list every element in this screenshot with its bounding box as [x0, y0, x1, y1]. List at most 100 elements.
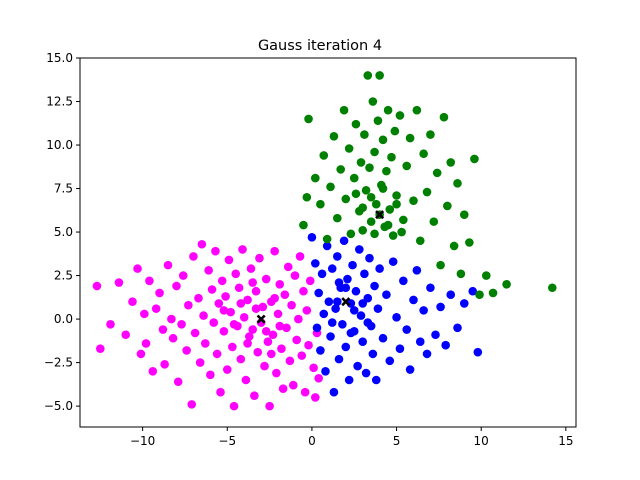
data-point: [388, 231, 398, 240]
data-point: [168, 333, 178, 343]
data-point: [326, 332, 335, 341]
y-tick-label: 12.5: [46, 95, 73, 109]
data-point: [370, 281, 379, 291]
plot-frame: [79, 57, 577, 428]
data-point: [368, 349, 378, 359]
data-point: [470, 154, 479, 164]
data-point: [212, 349, 222, 359]
data-point: [387, 152, 396, 162]
data-point: [456, 269, 466, 279]
data-point: [385, 205, 395, 214]
data-point: [336, 165, 345, 174]
data-point: [311, 259, 320, 268]
y-tick-label: −2.5: [44, 356, 73, 370]
data-point: [356, 158, 366, 167]
data-point: [311, 393, 320, 402]
data-point: [178, 271, 188, 280]
data-point: [446, 290, 456, 300]
data-point: [399, 215, 408, 225]
data-point: [270, 293, 279, 303]
data-point: [221, 292, 230, 301]
data-point: [158, 325, 168, 334]
x-tick-label: 5: [393, 434, 401, 448]
data-point: [265, 401, 274, 411]
data-point: [382, 290, 391, 300]
data-point: [378, 333, 388, 343]
data-point: [217, 276, 227, 286]
data-point: [287, 300, 296, 310]
x-tick-label: 10: [474, 434, 489, 448]
data-point: [322, 241, 332, 251]
data-point: [453, 179, 462, 188]
data-point: [370, 229, 379, 239]
data-point: [449, 241, 459, 251]
data-point: [243, 295, 252, 305]
data-point: [375, 264, 384, 273]
data-point: [292, 335, 301, 345]
data-point: [344, 144, 354, 153]
data-point: [349, 173, 359, 183]
data-point: [145, 276, 154, 286]
data-point: [395, 344, 405, 353]
data-point: [339, 105, 349, 115]
data-point: [321, 367, 330, 376]
data-point: [378, 135, 388, 145]
data-point: [341, 283, 351, 293]
data-point: [405, 133, 415, 143]
data-point: [255, 253, 264, 263]
data-point: [211, 246, 220, 256]
data-point: [409, 196, 418, 206]
data-point: [229, 320, 239, 329]
data-point: [346, 328, 356, 338]
data-point: [333, 213, 342, 223]
data-point: [277, 344, 286, 353]
data-point: [405, 365, 415, 374]
data-point: [316, 199, 325, 209]
centroid-marker: [341, 297, 351, 307]
data-point: [197, 239, 207, 249]
data-point: [282, 323, 291, 333]
data-point: [248, 325, 257, 334]
data-point: [190, 328, 200, 338]
data-point: [184, 300, 193, 310]
data-point: [436, 260, 445, 270]
data-point: [314, 373, 323, 383]
data-point: [333, 252, 342, 261]
data-point: [231, 269, 241, 279]
data-point: [219, 306, 229, 315]
data-point: [402, 161, 412, 171]
data-point: [236, 299, 246, 308]
data-point: [351, 119, 361, 129]
data-point: [392, 191, 401, 200]
data-point: [446, 158, 456, 167]
data-point: [219, 326, 229, 336]
data-point: [475, 290, 484, 300]
data-point: [415, 236, 425, 246]
plot-area: [92, 71, 557, 411]
data-point: [348, 260, 357, 270]
data-point: [133, 264, 142, 273]
data-point: [141, 339, 151, 348]
data-point: [278, 384, 288, 394]
data-point: [216, 387, 225, 397]
data-point: [371, 375, 381, 385]
data-point: [251, 286, 261, 296]
data-point: [167, 314, 176, 324]
centroid-marker: [375, 210, 385, 220]
data-point: [419, 149, 428, 159]
data-point: [260, 361, 269, 371]
data-point: [299, 286, 308, 296]
data-point: [263, 337, 273, 347]
data-point: [172, 281, 181, 291]
data-point: [311, 173, 320, 183]
data-point: [250, 391, 259, 400]
data-point: [361, 185, 371, 195]
data-point: [395, 111, 405, 120]
data-point: [326, 182, 335, 192]
data-point: [300, 387, 310, 397]
data-point: [360, 269, 369, 279]
data-point: [368, 97, 378, 106]
data-point: [358, 203, 368, 212]
data-point: [402, 325, 412, 334]
